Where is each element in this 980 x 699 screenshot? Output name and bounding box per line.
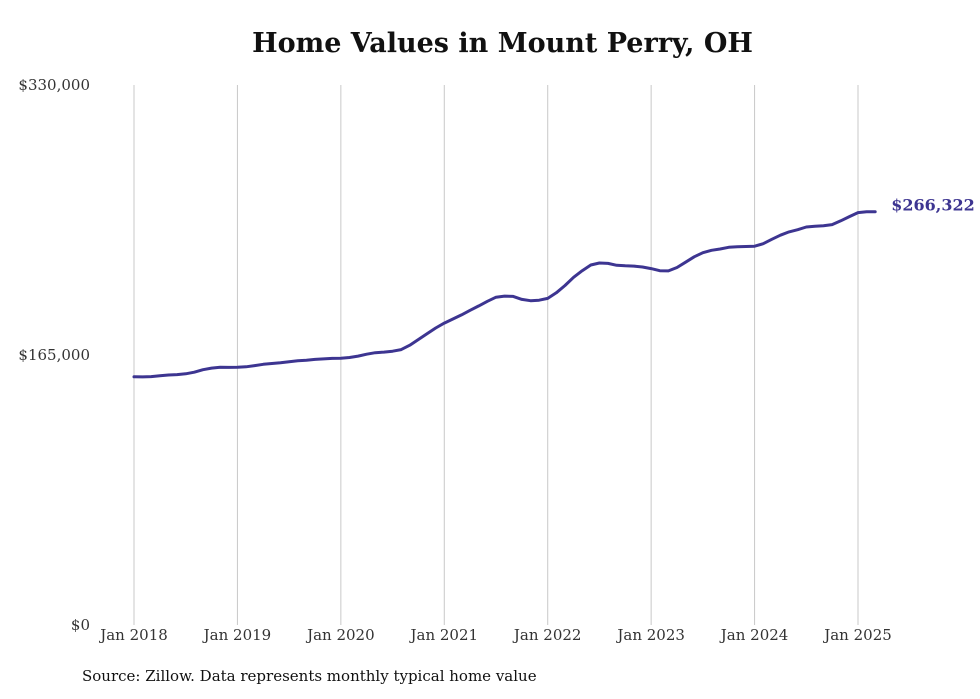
x-tick-label: Jan 2021 [409,626,479,644]
x-tick-label: Jan 2024 [719,626,789,644]
chart-title: Home Values in Mount Perry, OH [252,28,753,59]
x-tick-label: Jan 2020 [305,626,375,644]
x-axis-ticks: Jan 2018 Jan 2019 Jan 2020 Jan 2021 Jan 2022… [98,626,892,644]
series-line [132,210,877,379]
x-tick-label: Jan 2022 [512,626,582,644]
y-axis-ticks: $0 $165,000 $330,000 [18,76,90,634]
x-tick-label: Jan 2019 [202,626,272,644]
end-value-label: $266,322 [891,196,975,215]
gridlines [133,85,859,625]
y-tick-label: $0 [71,616,90,634]
x-tick-label: Jan 2018 [98,626,168,644]
y-tick-label: $165,000 [18,346,90,364]
y-tick-label: $330,000 [18,76,90,94]
x-tick-label: Jan 2025 [822,626,892,644]
source-note: Source: Zillow. Data represents monthly … [82,667,537,685]
x-tick-label: Jan 2023 [615,626,685,644]
